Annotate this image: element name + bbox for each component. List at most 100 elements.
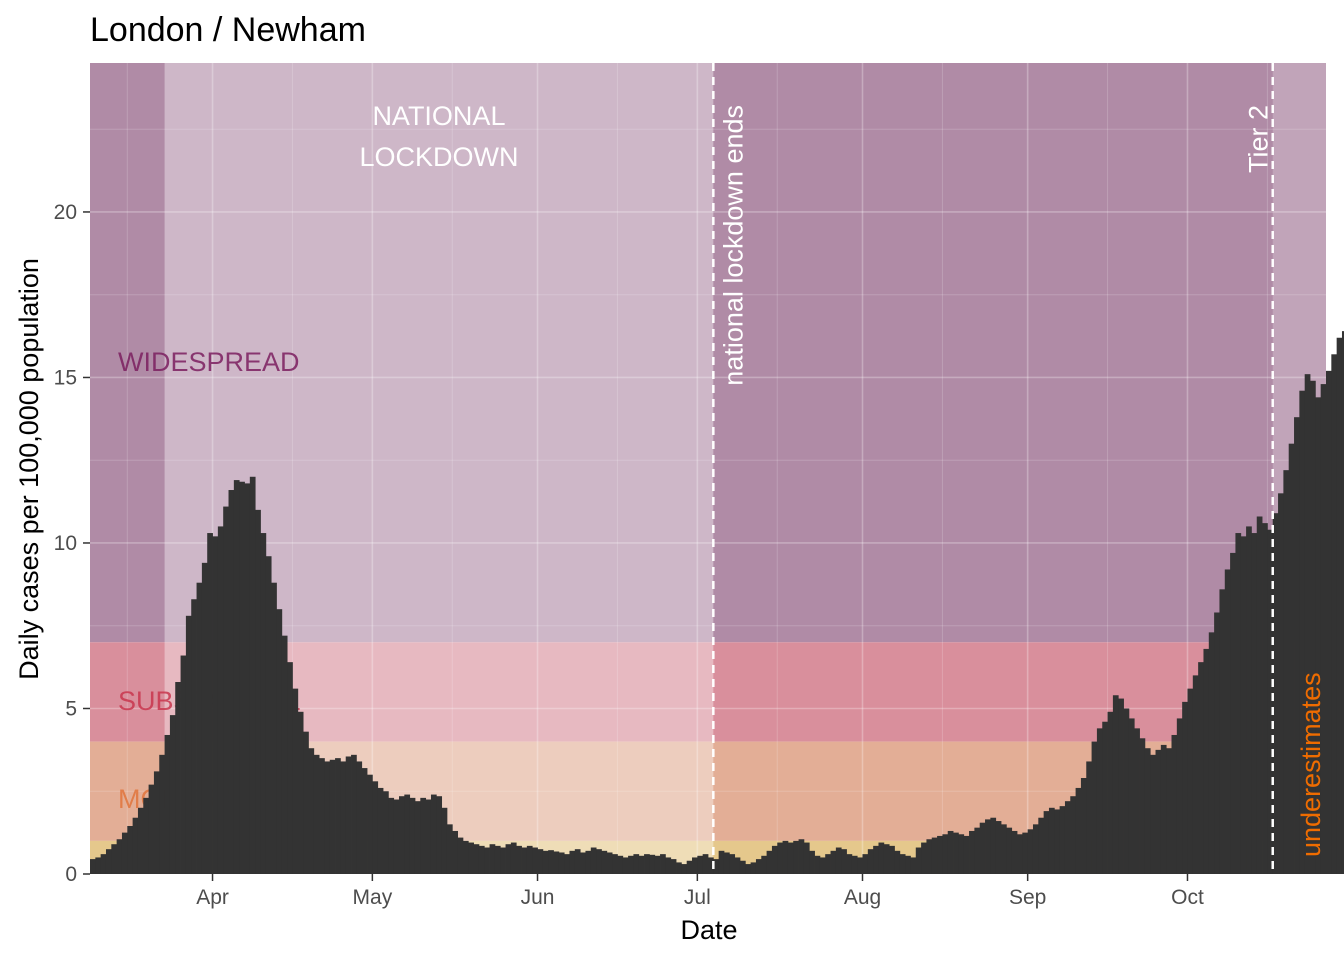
- daily-cases-bar: [233, 480, 240, 874]
- daily-cases-bar: [1294, 417, 1300, 874]
- daily-cases-bar: [148, 784, 155, 874]
- daily-cases-bar: [436, 796, 443, 874]
- daily-cases-bar: [1203, 648, 1210, 874]
- daily-cases-bar: [356, 761, 363, 874]
- daily-cases-bar: [1310, 380, 1316, 874]
- daily-cases-bar: [175, 682, 181, 874]
- daily-cases-bar: [196, 582, 203, 874]
- daily-cases-bar: [425, 799, 432, 874]
- daily-cases-bar: [974, 827, 981, 874]
- daily-cases-bar: [281, 635, 288, 874]
- daily-cases-bar: [1219, 589, 1226, 874]
- daily-cases-bar: [1006, 827, 1013, 874]
- daily-cases-bar: [217, 526, 224, 874]
- daily-cases-bar: [1182, 701, 1188, 874]
- y-tick-label: 15: [54, 366, 77, 389]
- daily-cases-bar: [867, 849, 874, 874]
- daily-cases-bar: [340, 761, 347, 874]
- daily-cases-bar: [532, 847, 538, 874]
- y-tick-label: 0: [65, 863, 77, 886]
- daily-cases-bar: [915, 847, 922, 874]
- daily-cases-bar: [665, 857, 672, 874]
- daily-cases-bar: [1075, 787, 1082, 874]
- daily-cases-bar: [319, 758, 325, 874]
- daily-cases-bar: [553, 851, 560, 874]
- daily-cases-bar: [910, 857, 917, 874]
- daily-cases-bar: [1011, 830, 1018, 874]
- daily-cases-bar: [180, 655, 187, 874]
- daily-cases-bar: [862, 854, 869, 874]
- daily-cases-bar: [223, 506, 229, 874]
- daily-cases-bar: [548, 850, 554, 874]
- daily-cases-bar: [201, 562, 208, 874]
- daily-cases-bar: [702, 854, 709, 874]
- daily-cases-bar: [351, 754, 357, 874]
- daily-cases-bar: [1214, 612, 1220, 874]
- daily-cases-bar: [468, 842, 474, 874]
- event-label-tier-2: Tier 2: [1244, 105, 1274, 173]
- daily-cases-bar: [100, 854, 107, 874]
- y-axis-title: Daily cases per 100,000 population: [14, 258, 44, 680]
- daily-cases-bar: [1038, 817, 1045, 874]
- daily-cases-bar: [361, 768, 368, 874]
- daily-cases-bar: [574, 849, 581, 874]
- daily-cases-bar: [1288, 443, 1295, 874]
- daily-cases-bar: [372, 781, 379, 874]
- daily-cases-bar: [441, 807, 448, 874]
- daily-cases-bar: [537, 849, 544, 874]
- daily-cases-bar: [324, 761, 331, 874]
- daily-cases-bar: [111, 844, 118, 874]
- daily-cases-bar: [1315, 397, 1322, 874]
- daily-cases-bar: [1192, 675, 1199, 874]
- daily-cases-bar: [1235, 533, 1242, 874]
- daily-cases-bar: [681, 864, 688, 874]
- daily-cases-bar: [505, 844, 512, 874]
- daily-cases-bar: [500, 847, 506, 874]
- daily-cases-bar: [383, 791, 389, 874]
- daily-cases-bar: [329, 759, 336, 874]
- y-tick-label: 5: [65, 697, 77, 720]
- daily-cases-bar: [1128, 718, 1135, 874]
- daily-cases-bar: [638, 855, 645, 874]
- daily-cases-bar: [1331, 354, 1338, 874]
- x-tick-label: Sep: [1009, 886, 1046, 909]
- daily-cases-bar: [617, 855, 624, 874]
- daily-cases-bar: [1096, 728, 1103, 874]
- daily-cases-bar: [1171, 734, 1178, 874]
- daily-cases-bar: [1187, 688, 1194, 874]
- daily-cases-bar: [1326, 370, 1332, 874]
- daily-cases-bar: [276, 609, 283, 874]
- daily-cases-bar: [404, 794, 411, 874]
- daily-cases-bar: [985, 819, 991, 874]
- daily-cases-bar: [761, 855, 768, 874]
- daily-cases-bar: [105, 849, 112, 874]
- daily-cases-bar: [1299, 390, 1306, 874]
- daily-cases-bar: [228, 490, 235, 874]
- plot-area: WIDESPREADSUBSTANTIALMODERATELOWNATIONAL…: [90, 63, 1344, 875]
- daily-cases-bar: [462, 840, 469, 874]
- daily-cases-bar: [1091, 741, 1098, 874]
- daily-cases-bar: [1251, 533, 1258, 874]
- x-axis: Apr May Jun Jul Aug Sep Oct: [196, 874, 1204, 909]
- daily-cases-bar: [159, 754, 165, 874]
- daily-cases-bar: [686, 860, 693, 874]
- daily-cases-bar: [558, 852, 565, 874]
- y-tick-label: 10: [54, 532, 77, 555]
- daily-cases-bar: [841, 849, 847, 874]
- daily-cases-bar: [809, 850, 815, 874]
- daily-cases-bar: [239, 481, 245, 874]
- daily-cases-bar: [1336, 337, 1343, 874]
- daily-cases-bar: [127, 826, 134, 874]
- daily-cases-bar: [873, 845, 879, 874]
- daily-cases-bar: [825, 854, 831, 874]
- x-tick-label: Jul: [684, 886, 711, 909]
- daily-cases-bar: [926, 839, 933, 874]
- daily-cases-bar: [308, 748, 315, 874]
- daily-cases-bar: [446, 824, 453, 874]
- daily-cases-bar: [1123, 708, 1130, 874]
- daily-cases-bar: [819, 857, 826, 874]
- daily-cases-bar: [718, 850, 725, 874]
- daily-cases-bar: [90, 859, 96, 874]
- daily-cases-bar: [377, 787, 384, 874]
